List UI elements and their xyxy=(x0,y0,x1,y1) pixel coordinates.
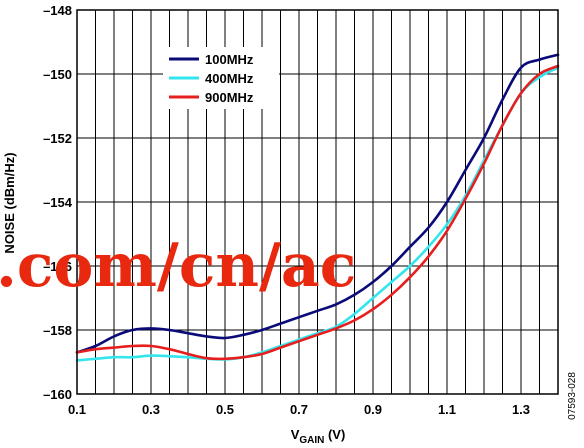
x-tick-label: 0.1 xyxy=(68,402,86,417)
watermark: .com/cn/ac xyxy=(0,231,356,301)
y-tick-label: –154 xyxy=(43,195,73,210)
legend-label-100mhz: 100MHz xyxy=(205,52,254,67)
legend-label-900mhz: 900MHz xyxy=(205,90,254,105)
plot-frame xyxy=(76,9,559,395)
x-tick-label: 0.7 xyxy=(290,402,308,417)
series-group xyxy=(75,53,560,362)
series-line-400mhz xyxy=(75,66,560,362)
grid xyxy=(77,10,558,394)
y-tick-labels: –160 –158 –156 –154 –152 –150 –148 xyxy=(43,3,73,402)
x-tick-label: 0.3 xyxy=(142,402,160,417)
figure-id: 07593-028 xyxy=(567,372,578,420)
x-tick-label: 0.5 xyxy=(216,402,234,417)
legend: 100MHz 400MHz 900MHz xyxy=(163,47,279,109)
series-line-100mhz xyxy=(75,53,560,354)
plot-border xyxy=(76,9,559,395)
y-axis-label: NOISE (dBm/Hz) xyxy=(2,152,17,253)
x-axis-label-main: V xyxy=(291,427,300,442)
x-tick-labels: 0.1 0.3 0.5 0.7 0.9 1.1 1.3 xyxy=(68,402,530,417)
series-line-900mhz xyxy=(75,64,560,361)
x-tick-label: 1.3 xyxy=(512,402,530,417)
y-tick-label: –160 xyxy=(43,387,72,402)
x-axis-label: VGAIN (V) xyxy=(291,427,346,446)
x-tick-label: 1.1 xyxy=(438,402,456,417)
y-tick-label: –148 xyxy=(43,3,72,18)
x-tick-label: 0.9 xyxy=(364,402,382,417)
y-tick-label: –156 xyxy=(43,259,72,274)
legend-label-400mhz: 400MHz xyxy=(205,71,254,86)
x-axis-label-unit: (V) xyxy=(324,427,345,442)
y-tick-label: –150 xyxy=(43,67,72,82)
y-tick-label: –152 xyxy=(43,131,72,146)
x-axis-label-subscript: GAIN xyxy=(299,435,324,446)
y-tick-label: –158 xyxy=(43,323,72,338)
